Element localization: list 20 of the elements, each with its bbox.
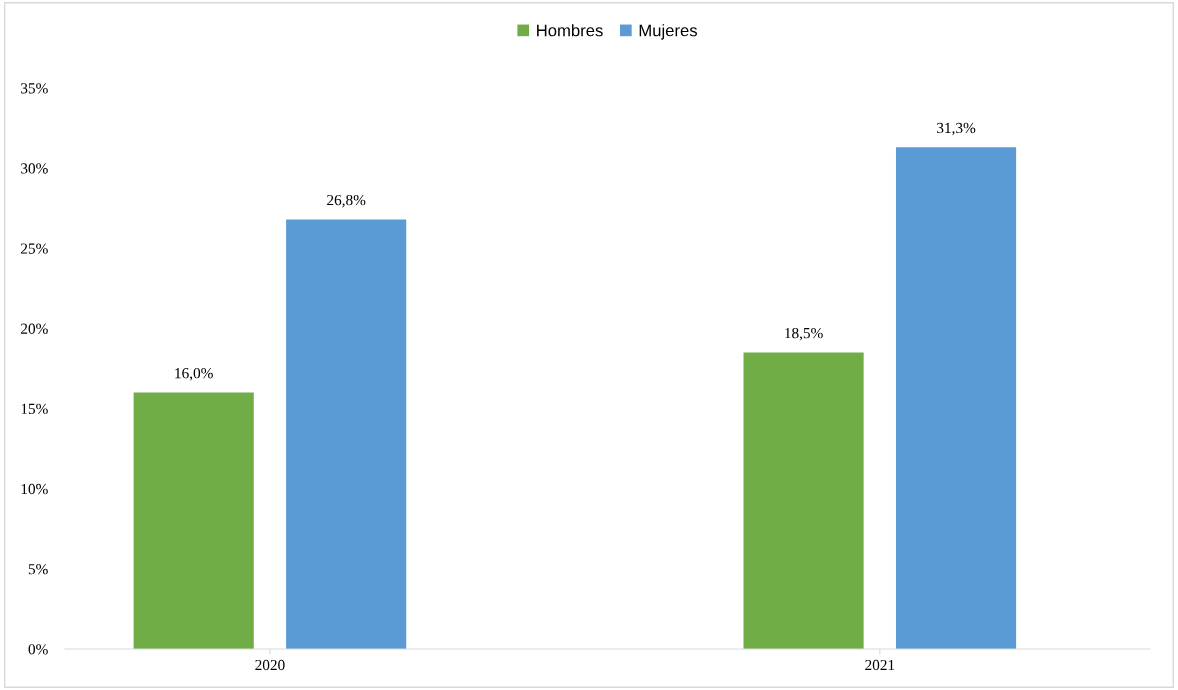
x-tick-label: 2021 — [865, 659, 895, 671]
y-tick-label: 0% — [28, 644, 48, 655]
data-label: 26,8% — [327, 194, 366, 208]
data-label: 16,0% — [175, 368, 213, 381]
x-tick-label: 2020 — [255, 659, 285, 671]
y-tick-label: 15% — [21, 403, 48, 415]
bar — [133, 392, 254, 649]
legend-label: Mujeres — [639, 24, 698, 40]
y-tick-label: 35% — [21, 83, 48, 94]
y-tick-label: 20% — [21, 323, 48, 334]
y-tick-label: 30% — [21, 163, 48, 174]
bar — [743, 352, 864, 649]
data-label: 31,3% — [937, 122, 976, 136]
bar — [286, 219, 407, 649]
bar — [895, 147, 1017, 649]
legend-label: Hombres — [537, 24, 603, 37]
data-label: 18,5% — [785, 327, 823, 341]
y-tick-label: 5% — [28, 564, 48, 575]
y-tick-label: 25% — [21, 243, 48, 254]
y-tick-label: 10% — [21, 483, 48, 495]
